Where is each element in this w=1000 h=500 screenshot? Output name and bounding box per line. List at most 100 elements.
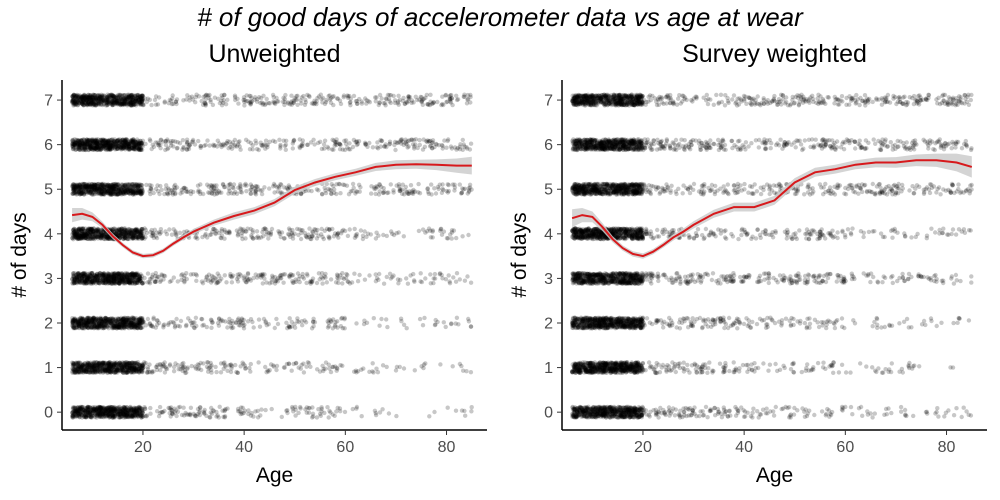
data-point: [182, 185, 187, 191]
data-point: [122, 183, 128, 188]
data-point: [103, 408, 109, 414]
data-point: [89, 405, 95, 411]
data-point: [209, 367, 214, 373]
data-point: [468, 370, 474, 375]
data-point: [133, 407, 138, 412]
data-point: [78, 406, 83, 411]
data-point: [226, 229, 232, 234]
data-point: [85, 407, 91, 412]
data-point: [272, 183, 278, 188]
data-point: [403, 184, 408, 190]
data-point: [418, 279, 423, 284]
data-point: [76, 407, 81, 412]
data-point: [128, 408, 134, 413]
data-point: [306, 361, 312, 366]
data-point: [227, 188, 232, 194]
data-point: [114, 318, 120, 323]
data-point: [304, 271, 310, 277]
data-point: [172, 410, 177, 415]
data-point: [71, 362, 77, 367]
data-point: [204, 364, 210, 369]
data-point: [196, 362, 202, 368]
data-point: [138, 321, 143, 326]
data-point: [101, 410, 106, 415]
data-point: [123, 410, 129, 415]
data-point: [180, 190, 185, 195]
data-point: [122, 408, 128, 414]
data-point: [132, 409, 137, 415]
data-point: [122, 228, 127, 233]
data-point: [140, 410, 145, 415]
data-point: [246, 411, 251, 417]
data-point: [140, 410, 145, 415]
data-point: [352, 369, 357, 374]
data-point: [333, 320, 338, 325]
data-point: [76, 408, 82, 414]
data-point: [118, 407, 123, 412]
data-point: [213, 364, 218, 370]
data-point: [220, 181, 226, 187]
data-point: [73, 407, 79, 412]
data-point: [386, 190, 391, 195]
data-point: [249, 235, 254, 240]
data-point: [127, 368, 132, 373]
data-point: [142, 236, 147, 241]
data-point: [254, 229, 260, 234]
data-point: [417, 191, 423, 196]
data-point: [315, 367, 320, 372]
data-point: [130, 364, 136, 369]
data-point: [245, 271, 251, 276]
data-point: [99, 405, 104, 410]
data-point: [381, 281, 387, 286]
data-point: [334, 368, 339, 373]
data-point: [108, 408, 114, 414]
data-point: [120, 410, 125, 416]
data-point: [98, 414, 103, 419]
data-point: [217, 404, 222, 409]
data-point: [449, 321, 454, 327]
data-point: [82, 414, 87, 419]
data-point: [229, 366, 234, 371]
data-point: [264, 323, 269, 328]
data-point: [142, 405, 147, 410]
data-point: [88, 409, 93, 415]
data-point: [264, 280, 269, 285]
data-point: [216, 415, 221, 420]
data-point: [116, 412, 122, 417]
data-point: [208, 410, 213, 415]
data-point: [80, 184, 86, 189]
data-point: [161, 323, 166, 328]
data-point: [459, 363, 464, 369]
data-point: [286, 323, 292, 329]
data-point: [105, 407, 111, 413]
data-point: [82, 233, 87, 238]
data-point: [87, 411, 92, 416]
data-point: [75, 405, 80, 410]
data-point: [188, 411, 193, 417]
data-point: [202, 407, 207, 413]
data-point: [135, 411, 140, 416]
data-point: [235, 406, 241, 412]
data-point: [94, 408, 99, 414]
data-point: [98, 412, 103, 418]
data-point: [391, 188, 396, 193]
data-point: [103, 414, 109, 419]
data-point: [260, 281, 265, 286]
data-point: [75, 231, 81, 237]
data-point: [452, 185, 458, 190]
data-point: [408, 183, 414, 188]
data-point: [462, 278, 468, 283]
data-point: [103, 369, 108, 375]
data-point: [77, 405, 82, 411]
data-point: [133, 413, 138, 418]
data-point: [466, 316, 471, 322]
data-point: [335, 231, 340, 237]
data-point: [105, 409, 110, 414]
data-point: [99, 408, 105, 413]
data-point: [112, 281, 117, 286]
data-point: [225, 325, 230, 330]
data-point: [264, 232, 269, 237]
data-point: [332, 413, 337, 418]
data-point: [327, 187, 333, 193]
data-point: [108, 275, 114, 280]
